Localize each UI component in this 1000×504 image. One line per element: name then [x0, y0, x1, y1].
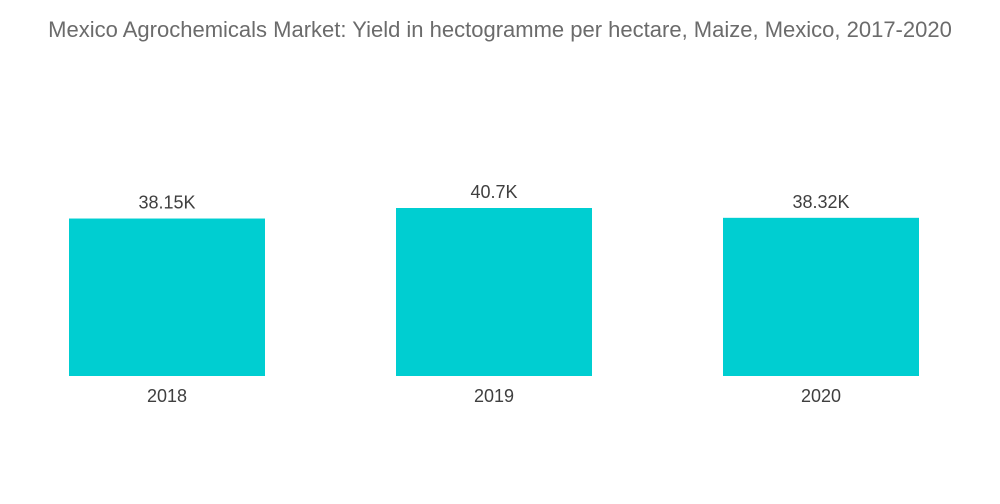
bar-2018: [69, 218, 265, 376]
x-tick-label-2020: 2020: [801, 386, 841, 406]
data-label-2018: 38.15K: [138, 193, 195, 213]
bar-2019: [396, 208, 592, 376]
data-label-2019: 40.7K: [470, 182, 517, 202]
x-tick-label-2019: 2019: [474, 386, 514, 406]
bar-2020: [723, 217, 919, 376]
x-tick-label-2018: 2018: [147, 386, 187, 406]
data-label-2020: 38.32K: [792, 192, 849, 212]
chart-title: Mexico Agrochemicals Market: Yield in he…: [48, 17, 952, 42]
